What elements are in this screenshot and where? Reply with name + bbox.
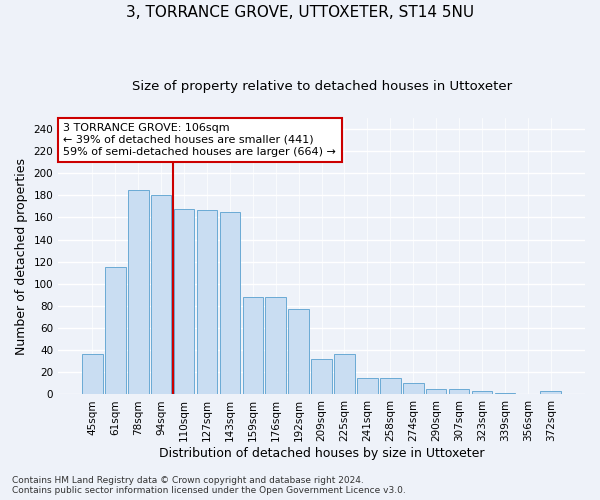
Bar bbox=[472, 391, 493, 394]
Title: Size of property relative to detached houses in Uttoxeter: Size of property relative to detached ho… bbox=[131, 80, 512, 93]
Bar bbox=[541, 391, 561, 394]
Bar bbox=[289, 309, 309, 394]
Bar bbox=[128, 190, 149, 394]
Bar bbox=[197, 210, 217, 394]
Bar bbox=[151, 195, 172, 394]
Bar bbox=[380, 378, 401, 394]
Bar bbox=[82, 354, 103, 395]
Bar bbox=[220, 212, 240, 394]
X-axis label: Distribution of detached houses by size in Uttoxeter: Distribution of detached houses by size … bbox=[159, 447, 484, 460]
Bar bbox=[403, 384, 424, 394]
Bar bbox=[449, 389, 469, 394]
Bar bbox=[357, 378, 378, 394]
Bar bbox=[311, 359, 332, 394]
Bar bbox=[174, 208, 194, 394]
Bar bbox=[265, 297, 286, 394]
Bar bbox=[334, 354, 355, 395]
Y-axis label: Number of detached properties: Number of detached properties bbox=[15, 158, 28, 354]
Bar bbox=[105, 267, 125, 394]
Bar bbox=[242, 297, 263, 394]
Text: Contains HM Land Registry data © Crown copyright and database right 2024.
Contai: Contains HM Land Registry data © Crown c… bbox=[12, 476, 406, 495]
Text: 3 TORRANCE GROVE: 106sqm
← 39% of detached houses are smaller (441)
59% of semi-: 3 TORRANCE GROVE: 106sqm ← 39% of detach… bbox=[64, 124, 337, 156]
Text: 3, TORRANCE GROVE, UTTOXETER, ST14 5NU: 3, TORRANCE GROVE, UTTOXETER, ST14 5NU bbox=[126, 5, 474, 20]
Bar bbox=[426, 389, 446, 394]
